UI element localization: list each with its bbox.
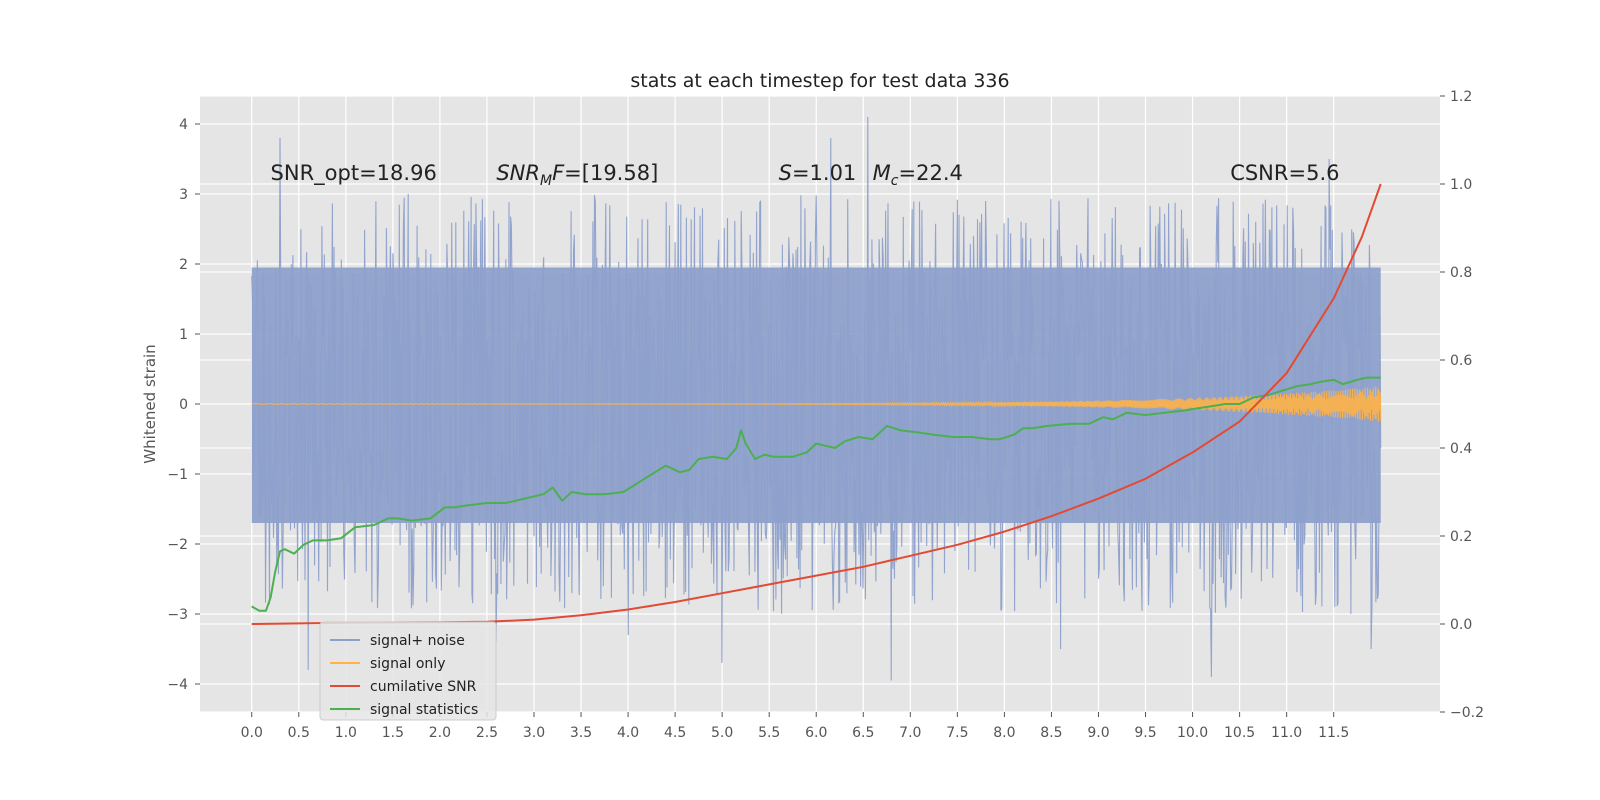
x-tick-label: 10.5: [1224, 725, 1255, 741]
x-tick-label: 4.0: [617, 725, 639, 741]
signal-statistics-line: [251, 376, 1381, 612]
legend-label: signal statistics: [370, 702, 478, 718]
annotation-text: S=1.01: [779, 161, 857, 185]
x-tick-label: 9.5: [1134, 725, 1156, 741]
x-tick-label: 11.0: [1271, 725, 1302, 741]
signal-only-series: [251, 386, 1382, 422]
y2-tick-label: −0.2: [1450, 705, 1484, 721]
legend-label: signal only: [370, 656, 445, 672]
x-tick-label: 8.0: [993, 725, 1015, 741]
legend-label: signal+ noise: [370, 633, 465, 649]
y-tick-label: −1: [167, 467, 188, 483]
signal-plus-noise-line: [251, 116, 1382, 681]
right-axis-series: [251, 183, 1382, 625]
y2-axis-ticks: 1.2 1.0 0.8 0.6 0.4 0.2 0.0 −0.2: [1440, 89, 1484, 721]
cumulative-snr-line: [251, 183, 1382, 625]
y-tick-label: −4: [167, 677, 188, 693]
y-tick-label: 3: [179, 187, 188, 203]
y-axis-label: Whitened strain: [141, 344, 159, 463]
y2-tick-label: 0.8: [1450, 265, 1472, 281]
legend-box: [319, 621, 497, 721]
x-tick-label: 0.0: [241, 725, 263, 741]
signal-only-line: [251, 386, 1382, 422]
x-tick-label: 1.0: [335, 725, 357, 741]
y-tick-label: 0: [179, 397, 188, 413]
chart-title: stats at each timestep for test data 336: [630, 70, 1009, 92]
y2-tick-label: 0.4: [1450, 441, 1472, 457]
x-tick-label: 3.0: [523, 725, 545, 741]
annotation-text: SNR_opt=18.96: [271, 161, 437, 186]
x-tick-label: 6.0: [805, 725, 827, 741]
y2-tick-label: 0.0: [1450, 617, 1472, 633]
x-tick-label: 7.5: [946, 725, 968, 741]
x-tick-label: 10.0: [1177, 725, 1208, 741]
x-tick-label: 5.5: [758, 725, 780, 741]
legend: signal+ noise signal only cumilative SNR si…: [319, 621, 497, 721]
annotations: SNR_opt=18.96 SNRMF=[19.58] S=1.01 Mc=22.4 C…: [271, 161, 1340, 189]
annotation-text: CSNR=5.6: [1230, 161, 1339, 185]
y-axis-ticks: 4 3 2 1 0 −1 −2 −3 −4: [167, 117, 200, 693]
x-tick-label: 5.0: [711, 725, 733, 741]
y2-tick-label: 1.0: [1450, 177, 1472, 193]
annotation-text: Mc=22.4: [873, 161, 963, 189]
y-tick-label: 2: [179, 257, 188, 273]
legend-label: cumilative SNR: [370, 679, 477, 695]
y2-tick-label: 0.2: [1450, 529, 1472, 545]
y-tick-label: 1: [179, 327, 188, 343]
y2-tick-label: 1.2: [1450, 89, 1472, 105]
x-tick-label: 3.5: [570, 725, 592, 741]
x-tick-label: 4.5: [664, 725, 686, 741]
y2-tick-label: 0.6: [1450, 353, 1472, 369]
x-tick-label: 2.0: [429, 725, 451, 741]
x-axis-ticks: 0.0 0.5 1.0 1.5 2.0 2.5 3.0 3.5 4.0 4.5 5.0 5.5 6.0 6…: [241, 712, 1349, 741]
x-tick-label: 2.5: [476, 725, 498, 741]
x-tick-label: 0.5: [288, 725, 310, 741]
x-tick-label: 1.5: [382, 725, 404, 741]
x-tick-label: 7.0: [899, 725, 921, 741]
x-tick-label: 6.5: [852, 725, 874, 741]
annotation-text: SNRMF=[19.58]: [496, 161, 658, 189]
y-tick-label: −3: [167, 607, 188, 623]
x-tick-label: 9.0: [1087, 725, 1109, 741]
signal-plus-noise-series: [251, 116, 1382, 681]
y-tick-label: 4: [179, 117, 188, 133]
y-tick-label: −2: [167, 537, 188, 553]
x-tick-label: 8.5: [1040, 725, 1062, 741]
x-tick-label: 11.5: [1318, 725, 1349, 741]
